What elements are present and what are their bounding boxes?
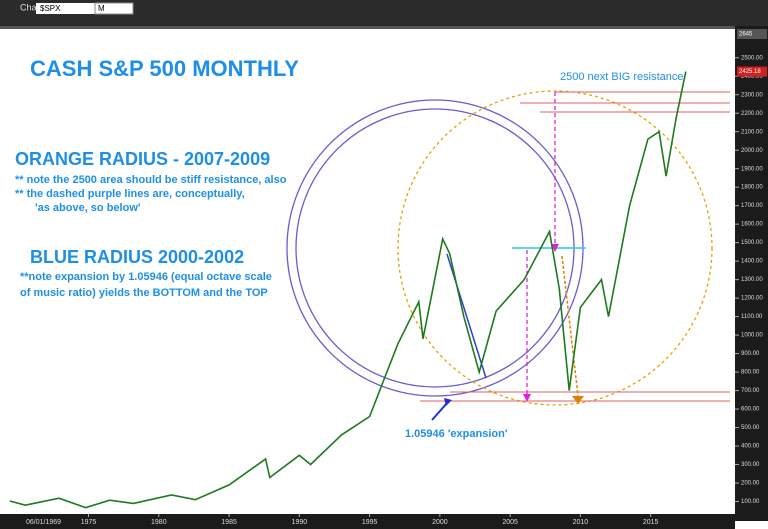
x-tick-label: 2000 [432,519,448,526]
last-price-box [737,66,767,77]
annotation: 1.05946 'expansion' [405,428,508,440]
date-label: 06/01/1969 [26,519,61,526]
x-tick-label: 2010 [573,519,589,526]
annotation: ORANGE RADIUS - 2007-2009 [15,149,270,169]
x-tick-label: 1980 [151,519,167,526]
arrowhead [572,396,584,404]
y-tick-label: 1600.00 [741,222,763,228]
x-tick-label: 1985 [221,519,237,526]
symbol[interactable]: $SPX [40,4,61,13]
y-tick-label: 1200.00 [741,296,763,302]
x-tick-label: 1975 [81,519,97,526]
x-axis-panel [0,514,735,529]
y-tick-label: 1800.00 [741,185,763,191]
annotation: 'as above, so below' [35,202,141,214]
interval-box[interactable] [94,2,134,15]
annotation: of music ratio) yields the BOTTOM and th… [20,287,268,299]
annotation: ** note the 2500 area should be stiff re… [15,174,287,186]
y-tick-label: 200.00 [741,481,760,487]
price-line [9,71,687,509]
y-tick-label: 1000.00 [741,333,763,339]
y-tick-label: 1100.00 [741,314,763,320]
y-tick-label: 2200.00 [741,111,763,117]
y-tick-label: 800.00 [741,370,760,376]
annotation: 2500 next BIG resistance [560,71,684,83]
y-axis-panel [735,26,768,521]
y-tick-label: 500.00 [741,425,760,431]
y-tick-label: 2500.00 [741,55,763,61]
y-tick-label: 100.00 [741,499,760,505]
x-tick-label: 2015 [643,519,659,526]
y-tick-label: 1500.00 [741,240,763,246]
y-tick-label: 2000.00 [741,148,763,154]
window-title: Chart [20,2,43,12]
blue-arrow [446,253,487,379]
y-tick-label: 2100.00 [741,129,763,135]
y-tick-label: 1300.00 [741,277,763,283]
arrowhead [523,394,531,402]
symbol-box[interactable] [36,3,126,14]
top-price-box [737,29,767,39]
arrowhead [444,398,452,406]
y-tick-label: 2300.00 [741,92,763,98]
y-tick-label: 900.00 [741,351,760,357]
divider [0,26,735,29]
y-tick-label: 1900.00 [741,166,763,172]
y-tick-label: 600.00 [741,407,760,413]
y-tick-label: 1400.00 [741,259,763,265]
y-tick-label: 1700.00 [741,203,763,209]
annotation: BLUE RADIUS 2000-2002 [30,247,244,267]
x-tick-label: 2005 [502,519,518,526]
top-price: 2645 [739,32,753,38]
y-tick-label: 2400.00 [741,74,763,80]
expansion-arrow [431,401,449,421]
y-tick-label: 700.00 [741,388,760,394]
chart-title: CASH S&P 500 MONTHLY [30,56,299,81]
x-tick-label: 1995 [362,519,378,526]
arrowhead [551,244,559,252]
y-tick-label: 300.00 [741,462,760,468]
interval[interactable]: M [98,4,105,13]
last-price: 2425.18 [739,69,761,75]
orange-radius [397,90,713,406]
annotation: **note expansion by 1.05946 (equal octav… [20,271,272,283]
annotation: ** the dashed purple lines are, conceptu… [15,188,245,200]
orange-arrow [561,255,579,397]
x-tick-label: 1990 [292,519,308,526]
y-tick-label: 400.00 [741,444,760,450]
